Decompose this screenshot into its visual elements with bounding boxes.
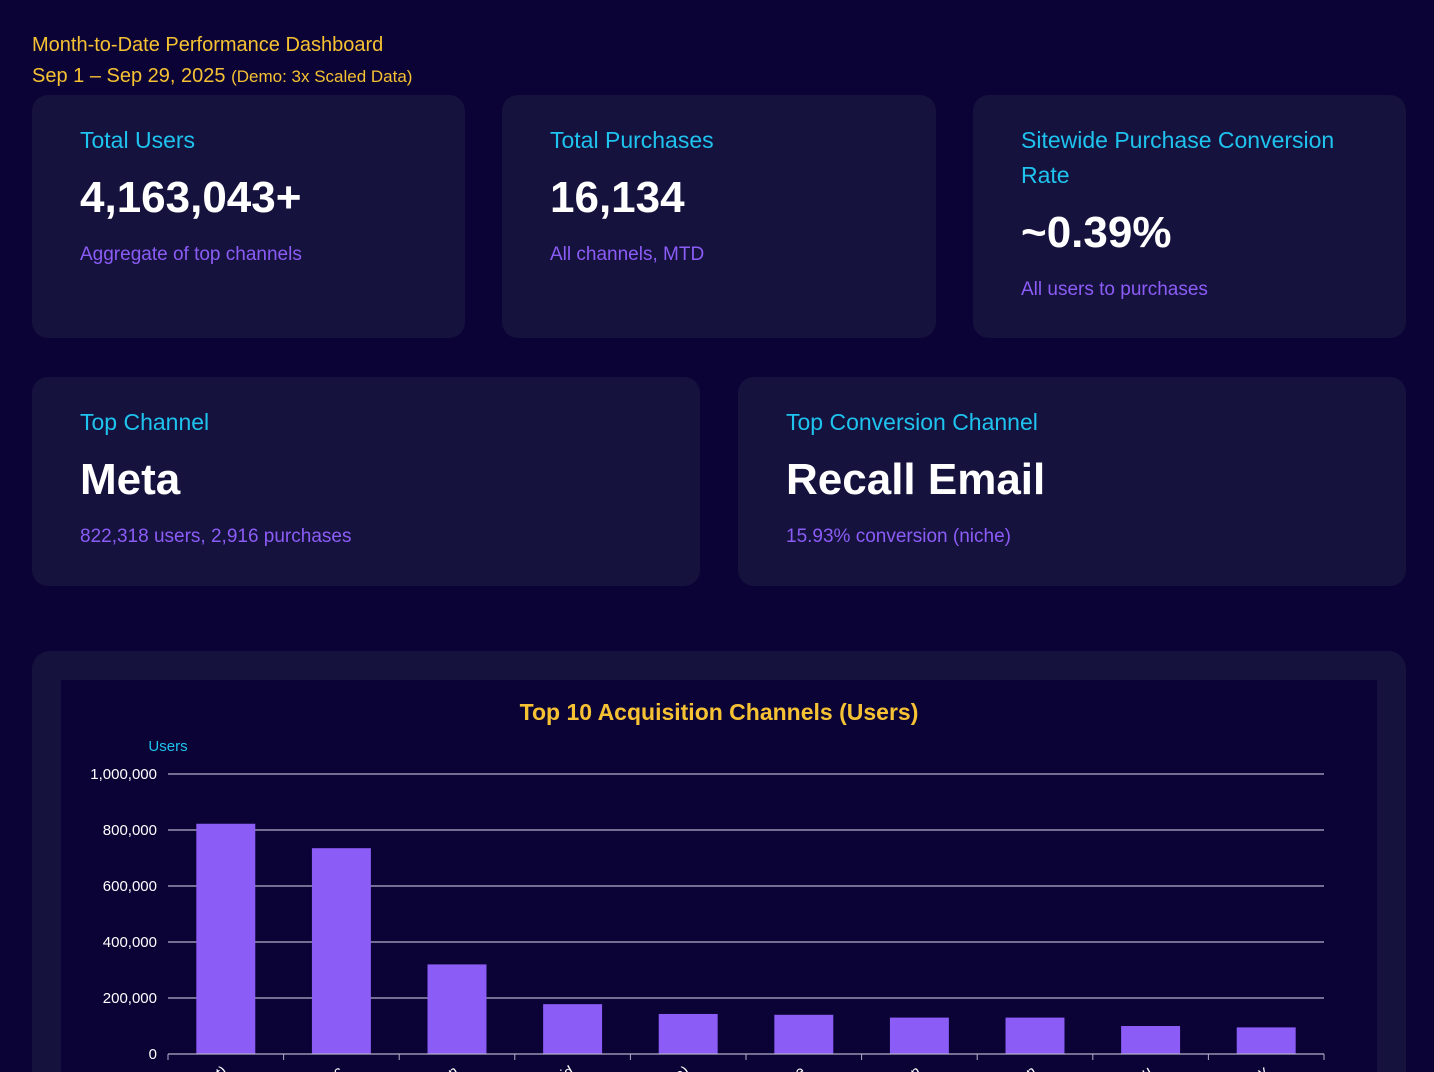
- bar: [1121, 1026, 1181, 1054]
- dashboard-header: Month-to-Date Performance Dashboard Sep …: [32, 31, 412, 94]
- bar: [196, 823, 256, 1054]
- bar: [1236, 1027, 1296, 1054]
- y-tick-label: 800,000: [103, 822, 157, 839]
- kpi-value: Meta: [80, 455, 181, 504]
- y-tick-label: 1,000,000: [90, 766, 157, 783]
- bar: [889, 1017, 949, 1054]
- kpi-value: Recall Email: [786, 455, 1046, 504]
- x-tick-label: pt): [206, 1063, 230, 1072]
- kpi-card-total-users: Total Users 4,163,043+ Aggregate of top …: [32, 95, 465, 338]
- bar: [427, 964, 487, 1054]
- acquisition-channels-bar-chart: Top 10 Acquisition Channels (Users) User…: [90, 699, 1325, 1072]
- demo-note: (Demo: 3x Scaled Data): [231, 67, 413, 86]
- bar: [311, 848, 371, 1054]
- y-tick-label: 600,000: [103, 878, 157, 895]
- kpi-label: Sitewide Purchase Conversion Rate: [1021, 127, 1335, 188]
- dashboard-title: Month-to-Date Performance Dashboard: [32, 34, 384, 56]
- kpi-subtext: All users to purchases: [1021, 279, 1208, 300]
- kpi-value: 4,163,043+: [80, 173, 302, 222]
- kpi-label: Total Purchases: [550, 127, 714, 153]
- kpi-label: Top Channel: [80, 409, 210, 435]
- kpi-card-top-conversion-channel: Top Conversion Channel Recall Email 15.9…: [738, 377, 1406, 586]
- y-tick-label: 0: [149, 1046, 157, 1063]
- chart-title: Top 10 Acquisition Channels (Users): [520, 699, 919, 725]
- date-range-line: Sep 1 – Sep 29, 2025 (Demo: 3x Scaled Da…: [32, 59, 412, 94]
- kpi-subtext: 822,318 users, 2,916 purchases: [80, 526, 352, 547]
- x-tick-label: nc: [323, 1062, 346, 1072]
- date-range: Sep 1 – Sep 29, 2025: [32, 65, 226, 87]
- bar: [543, 1004, 603, 1054]
- x-tick-label: ge: [785, 1063, 808, 1072]
- kpi-subtext: Aggregate of top channels: [80, 244, 302, 265]
- x-tick-label: tion: [432, 1063, 461, 1072]
- kpi-subtext: 15.93% conversion (niche): [786, 526, 1011, 547]
- kpi-card-total-purchases: Total Purchases 16,134 All channels, MTD: [502, 95, 936, 338]
- x-tick-label: aid: [551, 1063, 577, 1072]
- x-tick-label: nu: [1132, 1063, 1155, 1072]
- x-tick-label: lay: [1245, 1062, 1271, 1072]
- kpi-label: Top Conversion Channel: [786, 409, 1038, 435]
- chart-area: Top 10 Acquisition Channels (Users) User…: [61, 680, 1377, 1072]
- y-axis-label: Users: [148, 738, 187, 755]
- x-tick-label: tion: [1010, 1063, 1039, 1072]
- bar: [658, 1013, 718, 1054]
- y-tick-label: 400,000: [103, 934, 157, 951]
- kpi-card-top-channel: Top Channel Meta 822,318 users, 2,916 pu…: [32, 377, 700, 586]
- tick-layer: 0 200,000 400,000 600,000 800,000 1,000,000 pt…: [90, 766, 1325, 1072]
- kpi-label: Total Users: [80, 127, 196, 153]
- kpi-subtext: All channels, MTD: [550, 244, 705, 265]
- kpi-value: ~0.39%: [1021, 208, 1172, 257]
- chart-card: Top 10 Acquisition Channels (Users) User…: [32, 651, 1406, 1072]
- kpi-card-conversion-rate: Sitewide Purchase Conversion Rate ~0.39%…: [973, 95, 1406, 338]
- y-tick-label: 200,000: [103, 990, 157, 1007]
- x-tick-label: tion: [894, 1063, 923, 1072]
- bar-layer: [196, 823, 1296, 1054]
- bar: [1005, 1017, 1065, 1054]
- bar: [774, 1014, 834, 1054]
- kpi-value: 16,134: [550, 173, 685, 222]
- x-tick-label: ne): [665, 1063, 692, 1072]
